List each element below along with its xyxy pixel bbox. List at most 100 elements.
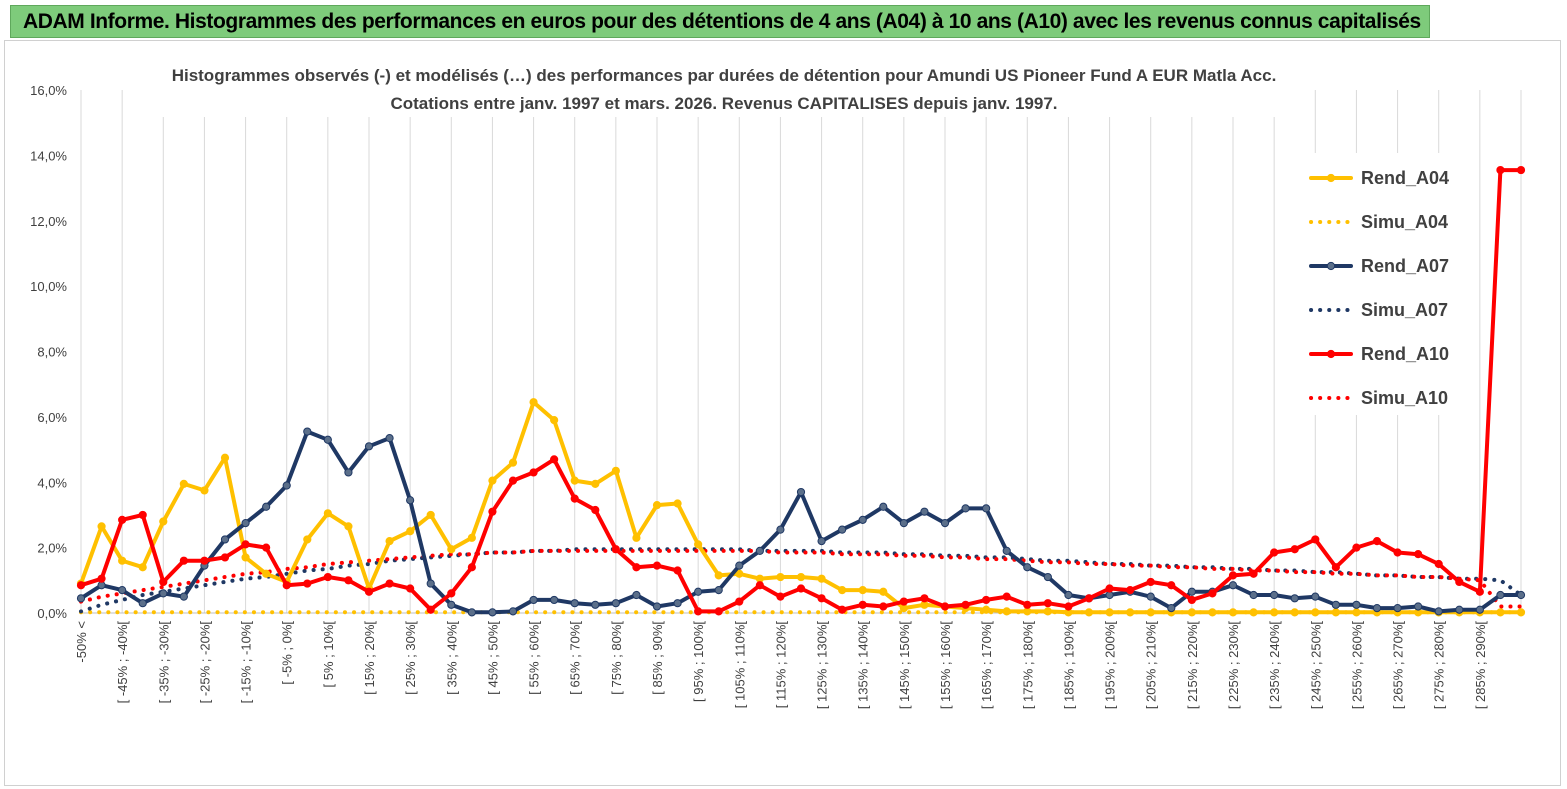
data-point-rend-a04 (1249, 608, 1258, 617)
legend-marker-rend-a07 (1326, 261, 1336, 271)
x-tick-label: [ -25% ; -20%[ (197, 621, 212, 704)
x-tick-label: [ 105% ; 110%[ (732, 621, 747, 709)
data-point-rend-a10 (570, 494, 579, 503)
data-point-rend-a10 (488, 507, 497, 516)
data-point-rend-a04 (385, 536, 394, 546)
data-point-rend-a04 (303, 535, 312, 544)
x-tick-label: [ 55% ; 60%[ (527, 621, 542, 695)
x-tick-label: [ 25% ; 30%[ (403, 621, 418, 695)
legend-marker-rend-a10 (1326, 349, 1336, 359)
data-point-rend-a04 (1496, 608, 1505, 617)
data-point-rend-a04 (1352, 608, 1361, 617)
x-tick-label: [ -35% ; -30%[ (156, 621, 171, 704)
data-point-rend-a10 (76, 581, 86, 590)
y-tick-label: 0,0% (37, 606, 67, 621)
data-point-rend-a07 (1372, 603, 1382, 613)
data-point-rend-a10 (1002, 592, 1011, 601)
data-point-rend-a04 (426, 510, 435, 520)
legend-label-rend-a10: Rend_A10 (1361, 344, 1449, 364)
data-point-rend-a10 (118, 515, 127, 524)
x-tick-label: [ 175% ; 180%[ (1020, 621, 1035, 710)
x-tick-label: [ 65% ; 70%[ (568, 621, 583, 695)
data-point-rend-a04 (982, 605, 991, 614)
data-point-rend-a07 (159, 589, 168, 598)
x-tick-label: [ 95% ; 100%[ (691, 621, 706, 702)
data-point-rend-a04 (467, 533, 476, 542)
data-point-rend-a10 (1331, 563, 1340, 572)
x-tick-label: [ 225% ; 230%[ (1226, 621, 1241, 710)
data-point-rend-a07 (1249, 590, 1258, 600)
data-point-rend-a07 (1023, 563, 1032, 572)
data-point-rend-a10 (673, 566, 682, 575)
data-point-rend-a04 (796, 572, 806, 582)
x-tick-label: [ 45% ; 50%[ (485, 621, 500, 695)
data-point-rend-a07 (1167, 603, 1176, 613)
data-point-rend-a04 (118, 556, 127, 565)
data-point-rend-a07 (406, 496, 415, 505)
legend: Rend_A04 Simu_A04 Rend_A07 Simu_A07 Rend_A10… (1309, 168, 1449, 408)
data-point-rend-a10 (529, 468, 538, 477)
data-point-rend-a07 (76, 594, 86, 603)
data-point-rend-a10 (940, 602, 950, 611)
data-point-rend-a07 (1352, 600, 1361, 609)
data-point-rend-a07 (611, 599, 620, 608)
data-point-rend-a10 (1228, 571, 1238, 580)
data-point-rend-a07 (303, 427, 312, 436)
data-point-rend-a07 (529, 595, 538, 605)
chart-title: Histogrammes observés (-) et modélisés (… (172, 66, 1277, 85)
data-point-rend-a07 (1146, 592, 1155, 601)
data-point-rend-a07 (1331, 600, 1340, 609)
data-point-rend-a10 (179, 556, 188, 565)
data-point-rend-a07 (1393, 603, 1402, 613)
data-point-rend-a07 (1434, 607, 1443, 616)
x-tick-label: [ 215% ; 220%[ (1185, 621, 1200, 710)
x-tick-label: [ 75% ; 80%[ (609, 621, 624, 695)
data-point-rend-a07 (1496, 590, 1505, 600)
chart-area: 0,0% 2,0% 4,0% 6,0% 8,0% 10,0% 12,0% 14,0% 16,0%… (4, 40, 1561, 786)
data-point-rend-a10 (323, 572, 332, 582)
data-point-rend-a07 (673, 599, 682, 608)
data-point-rend-a10 (200, 556, 209, 565)
data-point-rend-a10 (159, 577, 168, 587)
data-point-rend-a10 (591, 505, 600, 515)
data-point-rend-a04 (1105, 608, 1114, 617)
data-point-rend-a10 (1043, 599, 1052, 608)
report-banner: ADAM Informe. Histogrammes des performan… (10, 5, 1430, 38)
data-point-rend-a04 (1187, 608, 1196, 617)
data-point-rend-a04 (200, 486, 209, 495)
data-point-rend-a04 (1228, 608, 1238, 617)
data-point-rend-a04 (611, 466, 620, 475)
data-point-rend-a07 (508, 607, 518, 616)
data-point-rend-a07 (138, 599, 147, 608)
data-point-rend-a04 (632, 533, 641, 542)
data-point-rend-a07 (385, 434, 394, 443)
data-point-rend-a04 (1146, 608, 1155, 617)
legend-background (1301, 153, 1469, 415)
data-point-rend-a07 (632, 590, 641, 600)
data-point-rend-a07 (467, 608, 476, 617)
data-point-rend-a10 (1290, 545, 1299, 554)
data-point-rend-a04 (1331, 608, 1340, 617)
data-point-rend-a10 (796, 584, 806, 593)
data-point-rend-a10 (550, 455, 559, 464)
data-point-rend-a04 (817, 574, 826, 583)
data-point-rend-a07 (858, 515, 867, 524)
data-point-rend-a10 (303, 579, 312, 588)
x-tick-label: [ 195% ; 200%[ (1103, 621, 1118, 710)
data-point-rend-a10 (982, 595, 991, 605)
data-point-rend-a07 (1475, 605, 1484, 614)
data-point-rend-a10 (611, 545, 620, 554)
data-point-rend-a07 (426, 579, 435, 588)
data-point-rend-a10 (694, 607, 703, 616)
y-tick-label: 16,0% (30, 83, 67, 98)
data-point-rend-a07 (591, 600, 600, 609)
x-tick-label: [ 165% ; 170%[ (979, 621, 994, 710)
data-point-rend-a10 (364, 587, 374, 596)
x-tick-label: [ 205% ; 210%[ (1144, 621, 1159, 710)
data-point-rend-a10 (1270, 548, 1279, 557)
data-point-rend-a10 (1516, 165, 1526, 175)
data-point-rend-a07 (220, 535, 230, 544)
legend-label-simu-a07: Simu_A07 (1361, 300, 1448, 320)
data-point-rend-a04 (344, 522, 353, 531)
data-point-rend-a10 (97, 574, 106, 583)
